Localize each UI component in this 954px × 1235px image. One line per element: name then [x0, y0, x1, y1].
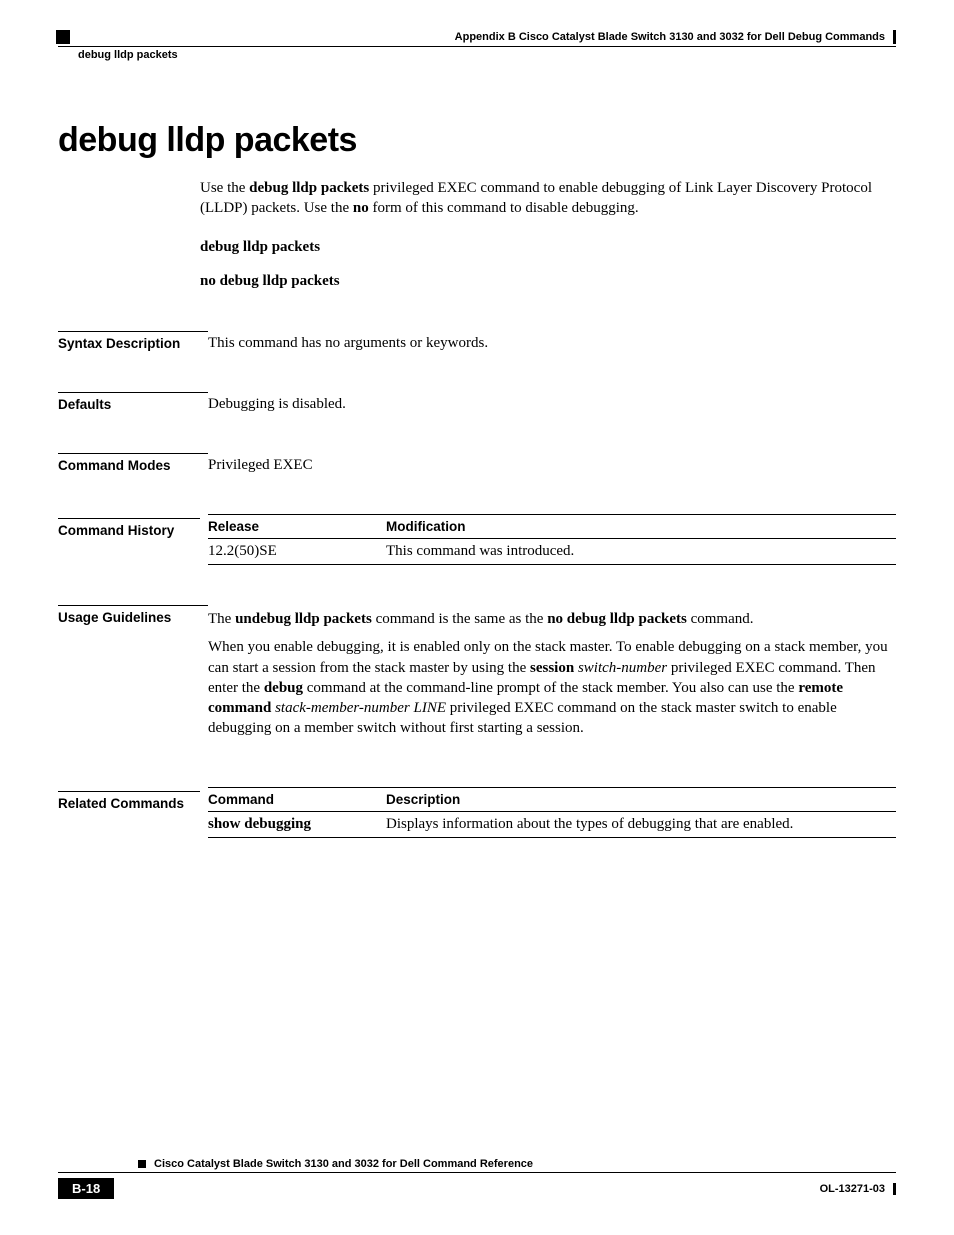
usage-p2: When you enable debugging, it is enabled… [208, 637, 896, 738]
command-title: debug lldp packets [58, 121, 896, 160]
defaults-body: Debugging is disabled. [208, 396, 346, 412]
syntax-no-cmd: no debug lldp packets [200, 271, 896, 291]
syntax-cmd: debug lldp packets [200, 237, 896, 257]
history-header-release: Release [208, 515, 386, 539]
page-number: B-18 [58, 1178, 114, 1199]
header-marker-icon [56, 30, 70, 44]
history-modification: This command was introduced. [386, 539, 896, 565]
command-history-label: Command History [58, 514, 208, 538]
header-end-marker-icon [893, 30, 896, 44]
usage-p1: The undebug lldp packets command is the … [208, 609, 896, 629]
related-commands-label: Related Commands [58, 787, 208, 811]
related-commands-row: Related Commands Command Description sho… [58, 787, 896, 838]
syntax-description-label: Syntax Description [58, 331, 208, 351]
related-description: Displays information about the types of … [386, 811, 896, 837]
syntax-description-body: This command has no arguments or keyword… [208, 335, 488, 351]
related-header-command: Command [208, 787, 386, 811]
intro-paragraph: Use the debug lldp packets privileged EX… [200, 178, 896, 219]
related-command: show debugging [208, 811, 386, 837]
history-header-modification: Modification [386, 515, 896, 539]
appendix-title: Appendix B Cisco Catalyst Blade Switch 3… [455, 31, 885, 43]
defaults-row: Defaults Debugging is disabled. [58, 392, 896, 413]
page-header: Appendix B Cisco Catalyst Blade Switch 3… [58, 30, 896, 47]
page-footer: Cisco Catalyst Blade Switch 3130 and 303… [58, 1158, 896, 1199]
usage-guidelines-label: Usage Guidelines [58, 605, 208, 625]
syntax-description-row: Syntax Description This command has no a… [58, 331, 896, 352]
defaults-label: Defaults [58, 392, 208, 412]
history-release: 12.2(50)SE [208, 539, 386, 565]
table-row: show debugging Displays information abou… [208, 811, 896, 837]
command-history-table: Release Modification 12.2(50)SE This com… [208, 514, 896, 565]
usage-guidelines-row: Usage Guidelines The undebug lldp packet… [58, 605, 896, 747]
table-row: 12.2(50)SE This command was introduced. [208, 539, 896, 565]
command-modes-body: Privileged EXEC [208, 457, 313, 473]
related-header-description: Description [386, 787, 896, 811]
footer-marker-icon [138, 1160, 146, 1168]
running-head-section: debug lldp packets [78, 49, 178, 61]
footer-doc-id: OL-13271-03 [820, 1183, 885, 1195]
command-modes-label: Command Modes [58, 453, 208, 473]
footer-end-marker-icon [893, 1183, 896, 1195]
command-history-row: Command History Release Modification 12.… [58, 514, 896, 565]
related-commands-table: Command Description show debugging Displ… [208, 787, 896, 838]
command-modes-row: Command Modes Privileged EXEC [58, 453, 896, 474]
footer-doc-title: Cisco Catalyst Blade Switch 3130 and 303… [154, 1158, 533, 1170]
